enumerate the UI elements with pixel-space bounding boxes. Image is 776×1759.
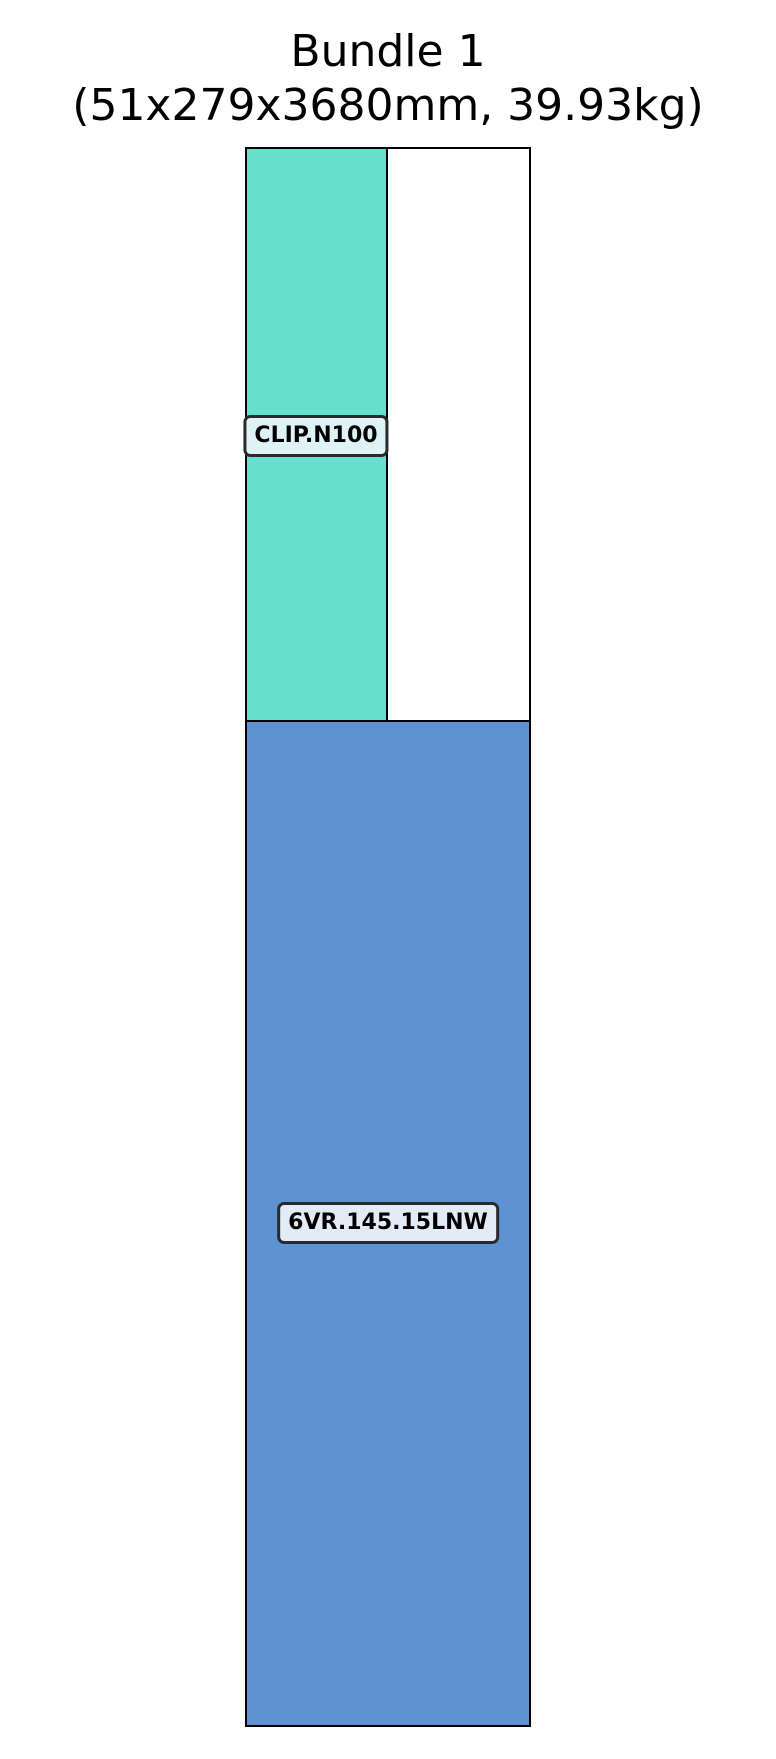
piece-label-clip-n100: CLIP.N100 bbox=[243, 415, 389, 457]
piece-label-6vr-145-15lnw: 6VR.145.15LNW bbox=[277, 1202, 499, 1244]
diagram-title: Bundle 1 bbox=[290, 26, 486, 77]
empty-slot bbox=[386, 147, 531, 723]
bundle-outline bbox=[245, 147, 531, 1727]
diagram-subtitle: (51x279x3680mm, 39.93kg) bbox=[72, 80, 704, 131]
